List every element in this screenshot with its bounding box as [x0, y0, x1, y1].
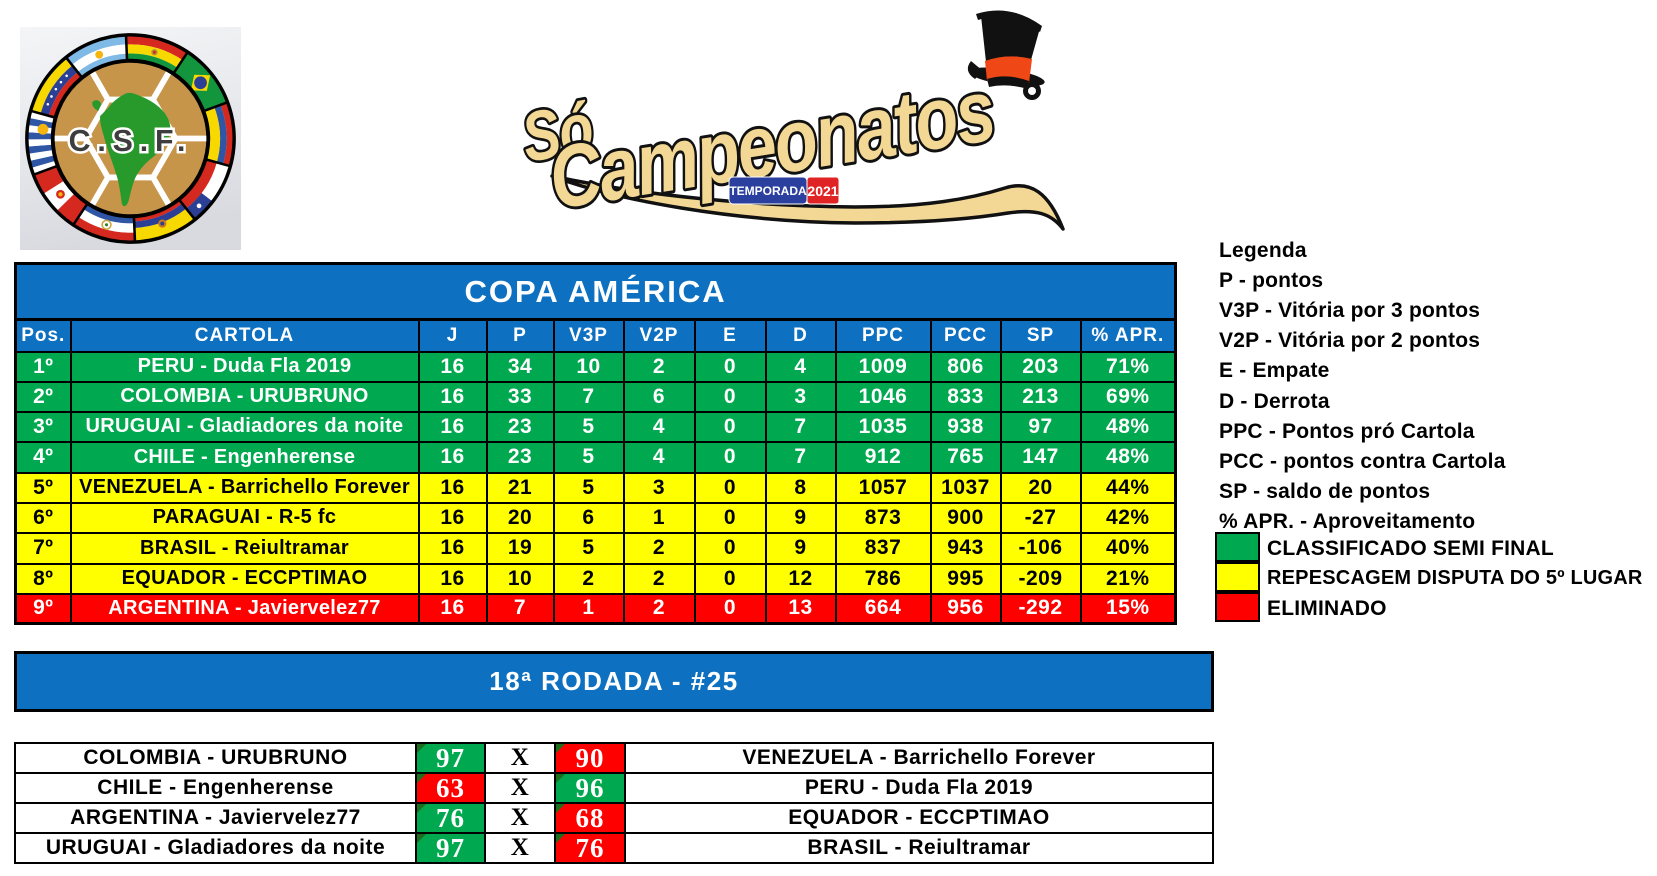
svg-text:2021: 2021 — [807, 183, 838, 199]
svg-text:TEMPORADA: TEMPORADA — [729, 184, 807, 198]
svg-text:Só: Só — [516, 89, 598, 177]
svg-text:C.S.F.: C.S.F. — [69, 125, 193, 158]
